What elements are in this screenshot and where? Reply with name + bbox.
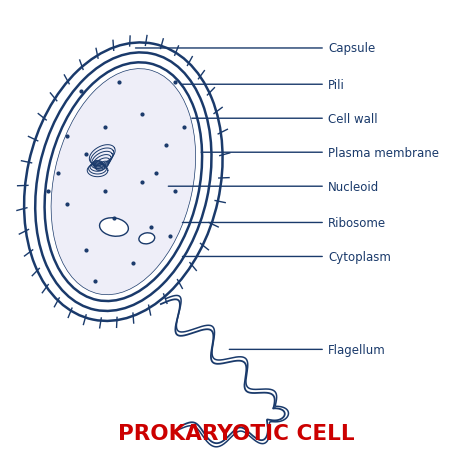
Text: Plasma membrane: Plasma membrane — [329, 147, 439, 159]
Ellipse shape — [139, 233, 155, 244]
Ellipse shape — [44, 63, 202, 301]
Ellipse shape — [35, 53, 211, 311]
Text: Flagellum: Flagellum — [329, 343, 386, 356]
Text: PROKARYOTIC CELL: PROKARYOTIC CELL — [118, 423, 354, 443]
Text: Capsule: Capsule — [329, 42, 376, 56]
Ellipse shape — [51, 70, 195, 295]
Text: Nucleoid: Nucleoid — [329, 180, 379, 193]
Text: Cytoplasm: Cytoplasm — [329, 250, 391, 263]
Ellipse shape — [24, 43, 223, 321]
Text: Pili: Pili — [329, 79, 345, 91]
Text: Cell wall: Cell wall — [329, 112, 378, 126]
Text: Ribosome: Ribosome — [329, 217, 387, 229]
Ellipse shape — [100, 218, 128, 237]
